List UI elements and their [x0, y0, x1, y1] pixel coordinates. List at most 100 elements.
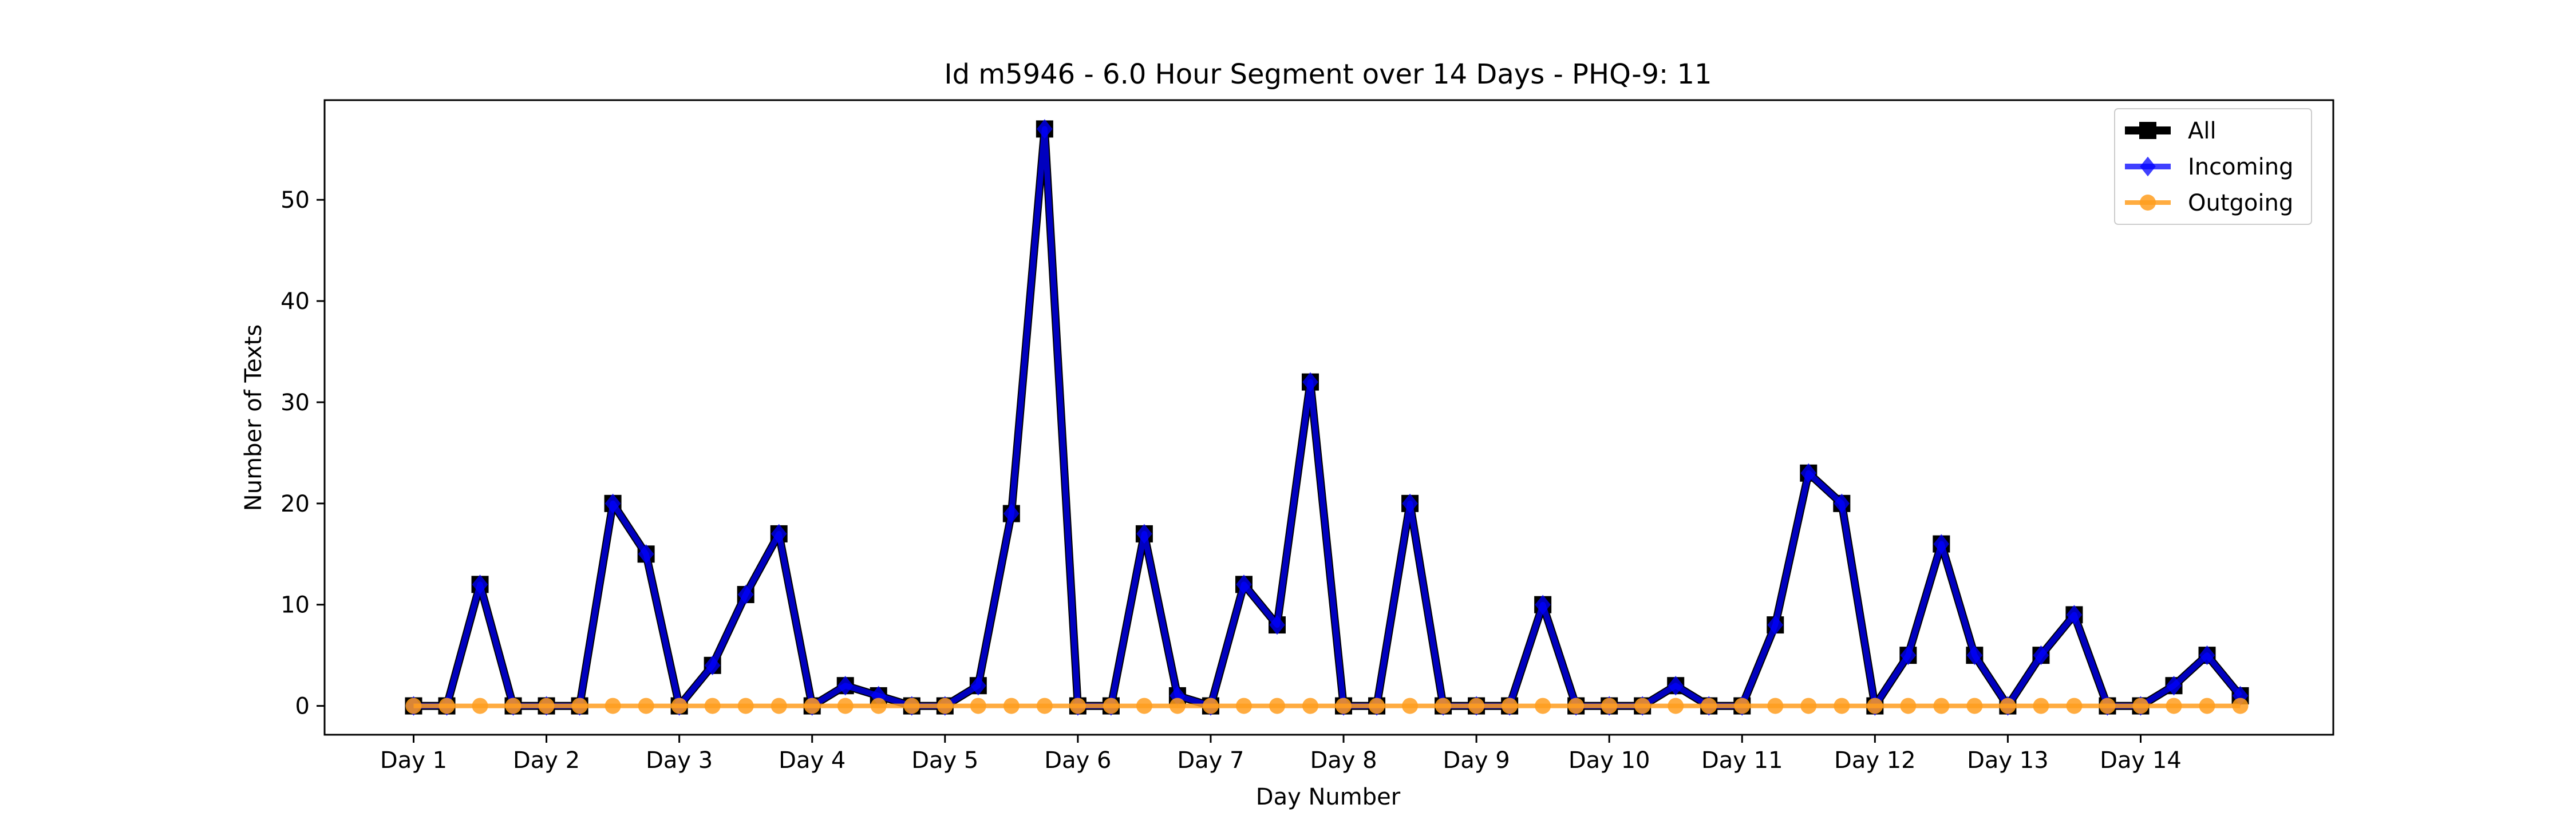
x-axis: Day 1 Day 2 Day 3 Day 4 Day 5 Day 6 Day 7 Day 8… [380, 735, 2182, 774]
data-point-outgoing [438, 698, 455, 714]
data-point-incoming [2066, 605, 2083, 625]
x-tick-label: Day 2 [513, 747, 580, 774]
data-point-incoming [1800, 463, 1817, 484]
data-point-outgoing [970, 698, 986, 714]
data-point-outgoing [2066, 698, 2083, 714]
data-point-incoming [1302, 372, 1318, 392]
data-point-outgoing [1601, 698, 1618, 714]
data-point-outgoing [1369, 698, 1385, 714]
data-point-incoming [1834, 493, 1850, 514]
data-point-outgoing [2199, 698, 2215, 714]
data-point-outgoing [638, 698, 654, 714]
data-point-outgoing [571, 698, 588, 714]
plot-area [405, 119, 2249, 716]
legend: All Incoming Outgoing [2114, 108, 2312, 225]
legend-item-outgoing: Outgoing [2125, 190, 2293, 216]
data-point-outgoing [1336, 698, 1352, 714]
data-point-incoming [605, 493, 621, 514]
data-point-outgoing [2166, 698, 2182, 714]
x-tick-label: Day 10 [1568, 747, 1650, 774]
data-point-outgoing [1767, 698, 1784, 714]
data-point-incoming [771, 524, 787, 544]
data-point-incoming [1269, 615, 1285, 635]
x-tick-label: Day 6 [1044, 747, 1111, 774]
data-point-incoming [704, 655, 721, 676]
data-point-outgoing [1800, 698, 1817, 714]
y-tick-label: 40 [280, 288, 310, 315]
data-point-incoming [1535, 595, 1551, 615]
data-point-outgoing [2033, 698, 2049, 714]
data-point-outgoing [837, 698, 854, 714]
data-point-outgoing [1867, 698, 1883, 714]
legend-swatch-marker [2139, 122, 2156, 139]
data-point-outgoing [2132, 698, 2149, 714]
data-point-outgoing [1966, 698, 1983, 714]
series-all [405, 120, 2249, 715]
data-point-outgoing [1502, 698, 1518, 714]
data-point-outgoing [505, 698, 521, 714]
data-point-outgoing [704, 698, 721, 714]
data-point-incoming [2199, 645, 2215, 665]
data-point-outgoing [671, 698, 688, 714]
data-point-outgoing [1302, 698, 1319, 714]
data-point-outgoing [1235, 698, 1252, 714]
legend-label: All [2188, 118, 2217, 144]
data-point-outgoing [1568, 698, 1585, 714]
data-point-incoming [1402, 493, 1418, 514]
y-tick-label: 10 [280, 592, 310, 619]
data-point-incoming [970, 675, 986, 696]
data-point-outgoing [2099, 698, 2116, 714]
x-tick-label: Day 1 [380, 747, 447, 774]
y-tick-label: 50 [280, 187, 310, 213]
plot-frame [323, 99, 2334, 736]
data-point-outgoing [737, 698, 754, 714]
data-point-outgoing [1069, 698, 1086, 714]
data-point-outgoing [605, 698, 621, 714]
data-point-outgoing [1269, 698, 1285, 714]
data-point-outgoing [1535, 698, 1551, 714]
y-axis-label: Number of Texts [240, 324, 267, 511]
data-point-outgoing [1668, 698, 1684, 714]
legend-item-all: All [2125, 118, 2217, 144]
data-point-outgoing [1933, 698, 1950, 714]
x-tick-label: Day 5 [911, 747, 978, 774]
legend-swatch-marker [2140, 156, 2156, 177]
data-point-outgoing [2232, 698, 2249, 714]
data-point-outgoing [1435, 698, 1452, 714]
data-point-outgoing [1900, 698, 1917, 714]
data-point-outgoing [1634, 698, 1651, 714]
x-axis-label: Day Number [1256, 784, 1401, 810]
data-point-outgoing [1169, 698, 1186, 714]
data-point-outgoing [903, 698, 920, 714]
legend-label: Outgoing [2188, 190, 2293, 216]
data-point-incoming [1900, 645, 1917, 665]
data-point-incoming [2166, 675, 2182, 696]
data-point-outgoing [1036, 698, 1053, 714]
data-point-outgoing [472, 698, 488, 714]
x-tick-label: Day 12 [1834, 747, 1916, 774]
legend-swatch-marker [2140, 195, 2156, 211]
data-point-incoming [472, 575, 488, 595]
x-tick-label: Day 14 [2100, 747, 2182, 774]
x-tick-label: Day 8 [1310, 747, 1377, 774]
data-point-outgoing [804, 698, 820, 714]
x-tick-label: Day 9 [1443, 747, 1510, 774]
data-point-incoming [1136, 524, 1152, 544]
data-point-outgoing [1701, 698, 1717, 714]
legend-item-incoming: Incoming [2125, 154, 2293, 180]
data-point-outgoing [937, 698, 953, 714]
data-point-outgoing [1136, 698, 1152, 714]
series-outgoing [405, 698, 2249, 714]
data-point-outgoing [771, 698, 787, 714]
data-point-incoming [837, 675, 854, 696]
x-tick-label: Day 3 [646, 747, 713, 774]
data-point-outgoing [1834, 698, 1850, 714]
data-point-incoming [1003, 504, 1020, 524]
data-point-incoming [1933, 534, 1950, 554]
data-point-incoming [1767, 615, 1784, 635]
data-point-incoming [1037, 119, 1053, 139]
legend-box [2114, 108, 2312, 225]
series-line-incoming [413, 126, 2243, 709]
x-tick-label: Day 13 [1967, 747, 2049, 774]
data-point-outgoing [1402, 698, 1419, 714]
